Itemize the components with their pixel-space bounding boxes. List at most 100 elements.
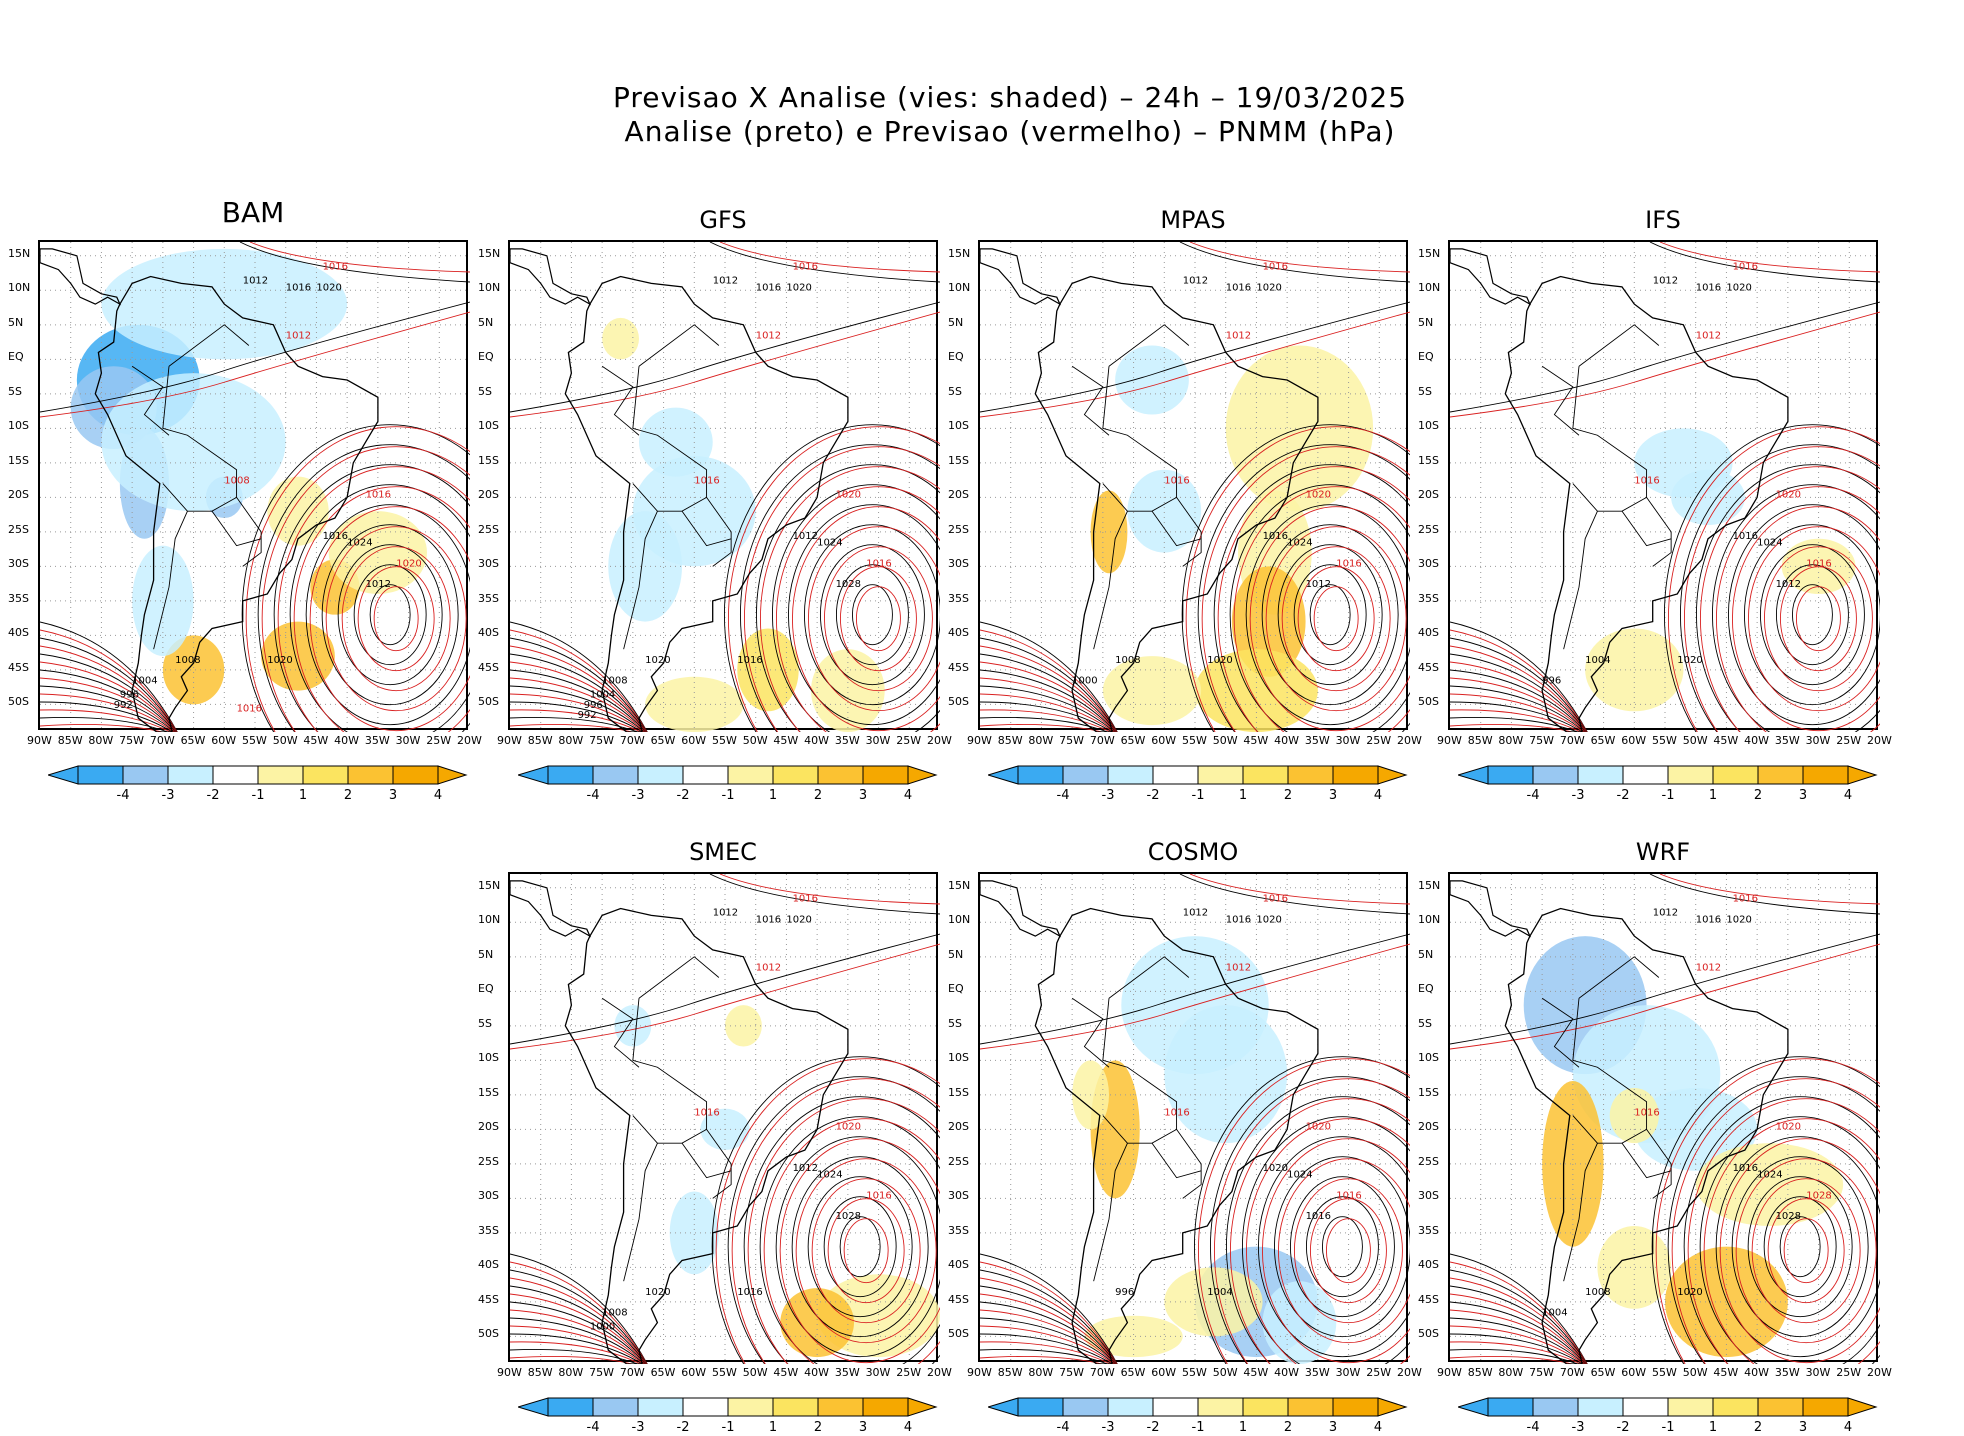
lat-tick-label: 5S	[1418, 384, 1432, 398]
analysis-contour-label: 1020	[1207, 655, 1232, 666]
colorbar-label: -1	[1191, 788, 1205, 803]
forecast-contour-label: 1016	[866, 558, 891, 569]
forecast-contour-label: 1016	[1634, 1108, 1659, 1119]
lon-tick-label: 85W	[527, 1366, 553, 1379]
forecast-contour-label: 1012	[756, 963, 781, 974]
colorbar-label: -4	[586, 1420, 600, 1435]
colorbar-swatches	[516, 765, 938, 785]
analysis-contour-label: 1020	[786, 914, 811, 925]
colorbar-label: -2	[1146, 788, 1160, 803]
analysis-contour-label: 1012	[243, 275, 268, 286]
lat-tick-label: 45S	[478, 660, 499, 674]
colorbar-swatches	[986, 1397, 1408, 1417]
lon-tick-label: 45W	[1243, 1366, 1269, 1379]
lon-tick-label: 45W	[1713, 734, 1739, 747]
panel-title-mpas: MPAS	[1160, 206, 1226, 234]
lon-tick-label: 25W	[896, 734, 922, 747]
analysis-contour-label: 1016	[756, 914, 781, 925]
south-america-coastline	[94, 275, 379, 732]
lon-tick-label: 90W	[1437, 734, 1462, 747]
colorbar-swatches	[46, 765, 468, 785]
lat-tick-label: 10N	[1418, 913, 1441, 927]
analysis-contour-label: 1020	[1263, 1163, 1288, 1174]
lat-tick-label: 10S	[1418, 1051, 1439, 1065]
analysis-contour-label: 1016	[737, 1287, 762, 1298]
lat-tick-label: 10N	[478, 913, 501, 927]
lon-tick-label: 65W	[1120, 734, 1146, 747]
bias-shading	[1585, 628, 1684, 712]
lat-tick-label: 40S	[1418, 1258, 1439, 1272]
lon-tick-label: 30W	[1805, 734, 1831, 747]
lon-tick-label: 75W	[589, 1366, 615, 1379]
lon-tick-label: 20W	[927, 1366, 952, 1379]
lat-tick-label: 15S	[1418, 1085, 1439, 1099]
lon-tick-label: 60W	[1151, 734, 1177, 747]
lat-tick-label: 35S	[1418, 1223, 1439, 1237]
lon-tick-label: 50W	[742, 1366, 768, 1379]
analysis-contour-label: 1012	[1776, 579, 1801, 590]
lat-tick-label: EQ	[948, 350, 964, 364]
lat-tick-label: 5N	[948, 947, 964, 961]
colorbar-label: 2	[813, 788, 823, 803]
forecast-contour-label: 1016	[1336, 558, 1361, 569]
bias-shading	[725, 1005, 762, 1047]
analysis-contour-label: 1024	[817, 538, 842, 549]
lat-tick-label: 25S	[8, 522, 29, 536]
lat-tick-label: 10S	[478, 1051, 499, 1065]
south-america-coastline	[1504, 275, 1789, 732]
analysis-contour-label: 1028	[836, 579, 861, 590]
colorbar-label: -1	[721, 1420, 735, 1435]
analysis-contour-label: 1024	[817, 1170, 842, 1181]
analysis-contour-label: 1016	[1226, 282, 1251, 293]
lat-tick-label: 25S	[478, 522, 499, 536]
lat-tick-label: 5N	[478, 315, 494, 329]
forecast-contour-label: 1012	[1226, 963, 1251, 974]
lat-tick-label: 40S	[478, 626, 499, 640]
lat-tick-label: 30S	[948, 557, 969, 571]
bias-shading	[1090, 490, 1128, 574]
forecast-contour-label: 1016	[1164, 1108, 1189, 1119]
lon-tick-label: 40W	[804, 734, 830, 747]
forecast-contour-label: 1016	[1263, 894, 1288, 905]
colorbar-label: -1	[721, 788, 735, 803]
lat-tick-label: 30S	[1418, 557, 1439, 571]
colorbar-label: -2	[1616, 1420, 1630, 1435]
analysis-contour-label: 1016	[1696, 282, 1721, 293]
lon-tick-label: 35W	[1774, 734, 1800, 747]
lon-tick-label: 55W	[1182, 734, 1207, 747]
lat-tick-label: 15S	[1418, 453, 1439, 467]
bias-shading	[1115, 345, 1189, 415]
lon-tick-label: 30W	[865, 1366, 891, 1379]
lat-tick-label: 40S	[948, 626, 969, 640]
lon-tick-label: 30W	[1335, 1366, 1361, 1379]
lon-tick-label: 35W	[834, 734, 860, 747]
analysis-contour-label: 1016	[1226, 914, 1251, 925]
analysis-contour-label: 1028	[1776, 1211, 1801, 1222]
lon-tick-label: 30W	[1805, 1366, 1831, 1379]
bias-shading	[602, 317, 639, 360]
lat-tick-label: 15S	[478, 1085, 499, 1099]
colorbar-label: -3	[1571, 788, 1585, 803]
lon-tick-label: 80W	[88, 734, 114, 747]
lon-tick-label: 30W	[395, 734, 421, 747]
map-canvas: 1012 1016 1020 1024 1028 1012 1016 1020 1008 1000…	[510, 874, 940, 1364]
lat-tick-label: 40S	[478, 1258, 499, 1272]
lon-tick-label: 40W	[1274, 1366, 1300, 1379]
lat-tick-label: 25S	[948, 1154, 969, 1168]
forecast-contour-label: 1016	[1336, 1190, 1361, 1201]
bias-shading	[267, 476, 329, 546]
lon-tick-label: 80W	[1028, 734, 1054, 747]
lon-tick-label: 75W	[589, 734, 615, 747]
lon-tick-label: 85W	[57, 734, 83, 747]
lat-tick-label: 5S	[478, 384, 492, 398]
lon-tick-label: 70W	[1559, 1366, 1585, 1379]
lon-tick-label: 75W	[1529, 1366, 1555, 1379]
colorbar-label: 2	[1283, 788, 1293, 803]
bias-shading	[645, 676, 744, 732]
lat-tick-label: 40S	[8, 626, 29, 640]
lat-tick-label: 20S	[948, 488, 969, 502]
colorbar-swatches	[516, 1397, 938, 1417]
lat-tick-label: 5S	[478, 1016, 492, 1030]
lon-tick-label: 80W	[1498, 1366, 1524, 1379]
colorbar: -4 -3 -2 -1 1 2 3 4	[46, 764, 468, 804]
